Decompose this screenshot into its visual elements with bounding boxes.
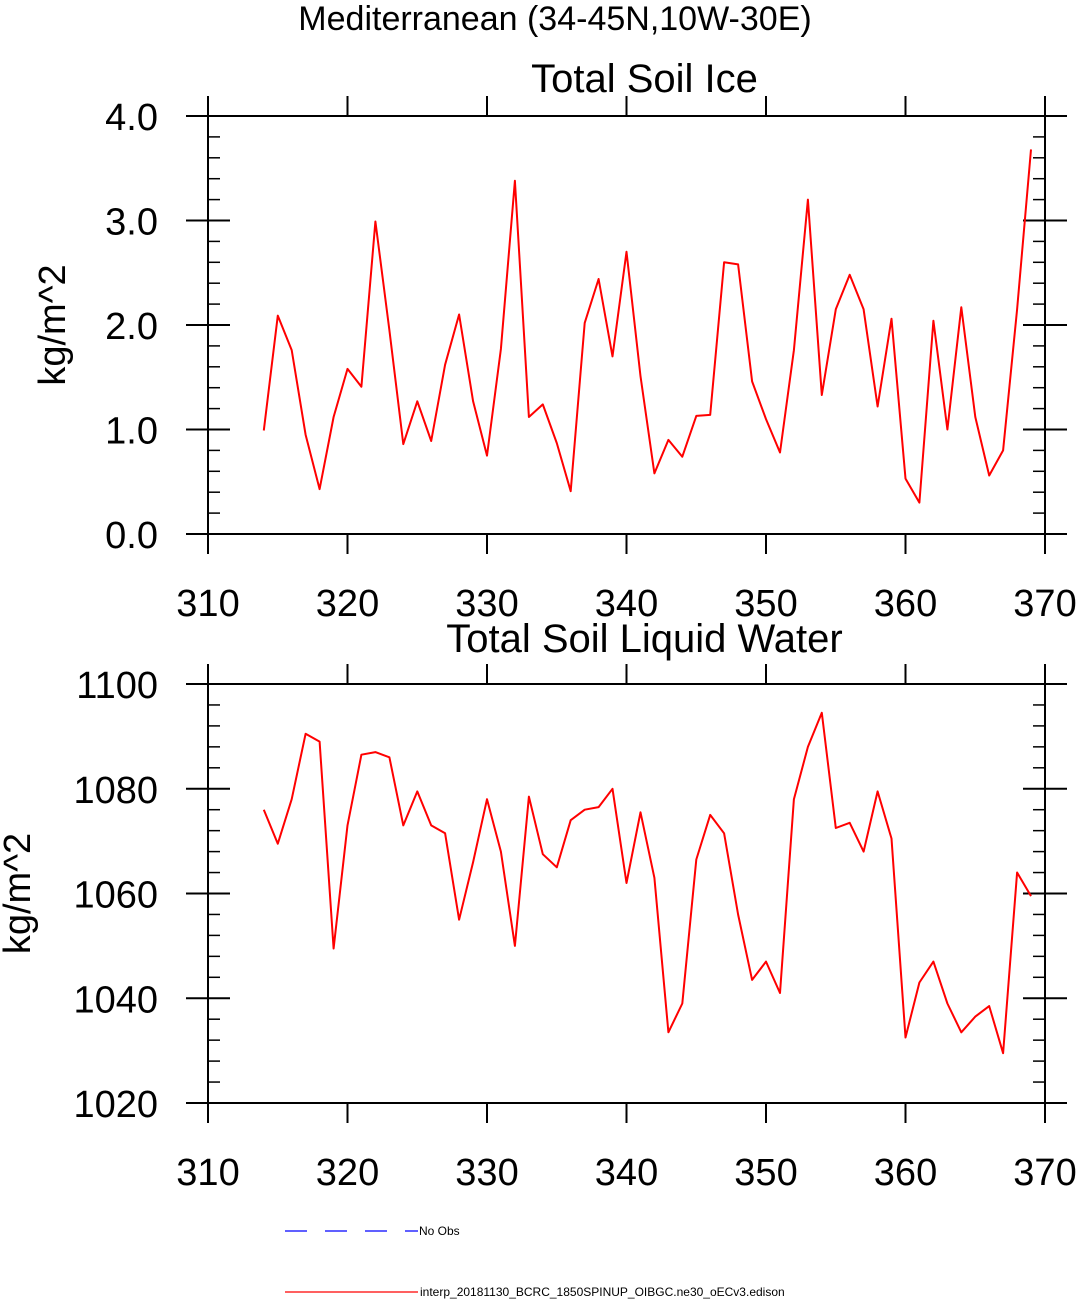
- x-tick-label: 310: [176, 1152, 239, 1194]
- x-tick-label: 350: [734, 1152, 797, 1194]
- y-axis-label: kg/m^2: [32, 264, 74, 385]
- y-tick-label: 1100: [76, 665, 158, 707]
- y-tick-label: 4.0: [105, 97, 158, 139]
- y-tick-label: 1060: [73, 875, 158, 917]
- x-tick-label: 360: [874, 1152, 937, 1194]
- plot-frame: [207, 683, 1046, 1104]
- legend-label-model: interp_20181130_BCRC_1850SPINUP_OIBGC.ne…: [420, 1285, 785, 1299]
- x-tick-label: 320: [316, 1152, 379, 1194]
- chart-panel-total-soil-liquid-water: Total Soil Liquid Water kg/m^2 310 320 330 34…: [0, 617, 1077, 1194]
- figure-title: Mediterranean (34-45N,10W-30E): [298, 0, 811, 38]
- y-tick-label: 1020: [73, 1084, 158, 1126]
- x-tick-label: 330: [455, 583, 518, 625]
- x-tick-label: 320: [316, 583, 379, 625]
- y-tick-label: 1.0: [105, 411, 158, 453]
- y-tick-label: 1040: [73, 979, 158, 1021]
- chart-title: Total Soil Ice: [531, 57, 758, 101]
- chart-title: Total Soil Liquid Water: [446, 617, 842, 661]
- x-tick-label: 350: [734, 583, 797, 625]
- x-tick-label: 370: [1013, 583, 1076, 625]
- y-axis-label: kg/m^2: [0, 833, 39, 954]
- x-tick-label: 330: [455, 1152, 518, 1194]
- y-tick-label: 0.0: [105, 515, 158, 557]
- plot-frame: [207, 115, 1046, 535]
- x-tick-label: 310: [176, 583, 239, 625]
- x-tick-label: 340: [595, 583, 658, 625]
- legend: No Obs interp_20181130_BCRC_1850SPINUP_O…: [285, 1224, 785, 1299]
- legend-label-no-obs: No Obs: [419, 1224, 460, 1238]
- y-tick-label: 3.0: [105, 202, 158, 244]
- chart-panel-total-soil-ice: Total Soil Ice kg/m^2 310 320 330 340 350 360 37…: [32, 57, 1077, 625]
- y-tick-label: 1080: [73, 770, 158, 812]
- series-line: [262, 711, 1032, 1055]
- x-tick-label: 340: [595, 1152, 658, 1194]
- x-tick-label: 360: [874, 583, 937, 625]
- series-line: [262, 149, 1032, 504]
- x-tick-label: 370: [1013, 1152, 1076, 1194]
- y-tick-label: 2.0: [105, 306, 158, 348]
